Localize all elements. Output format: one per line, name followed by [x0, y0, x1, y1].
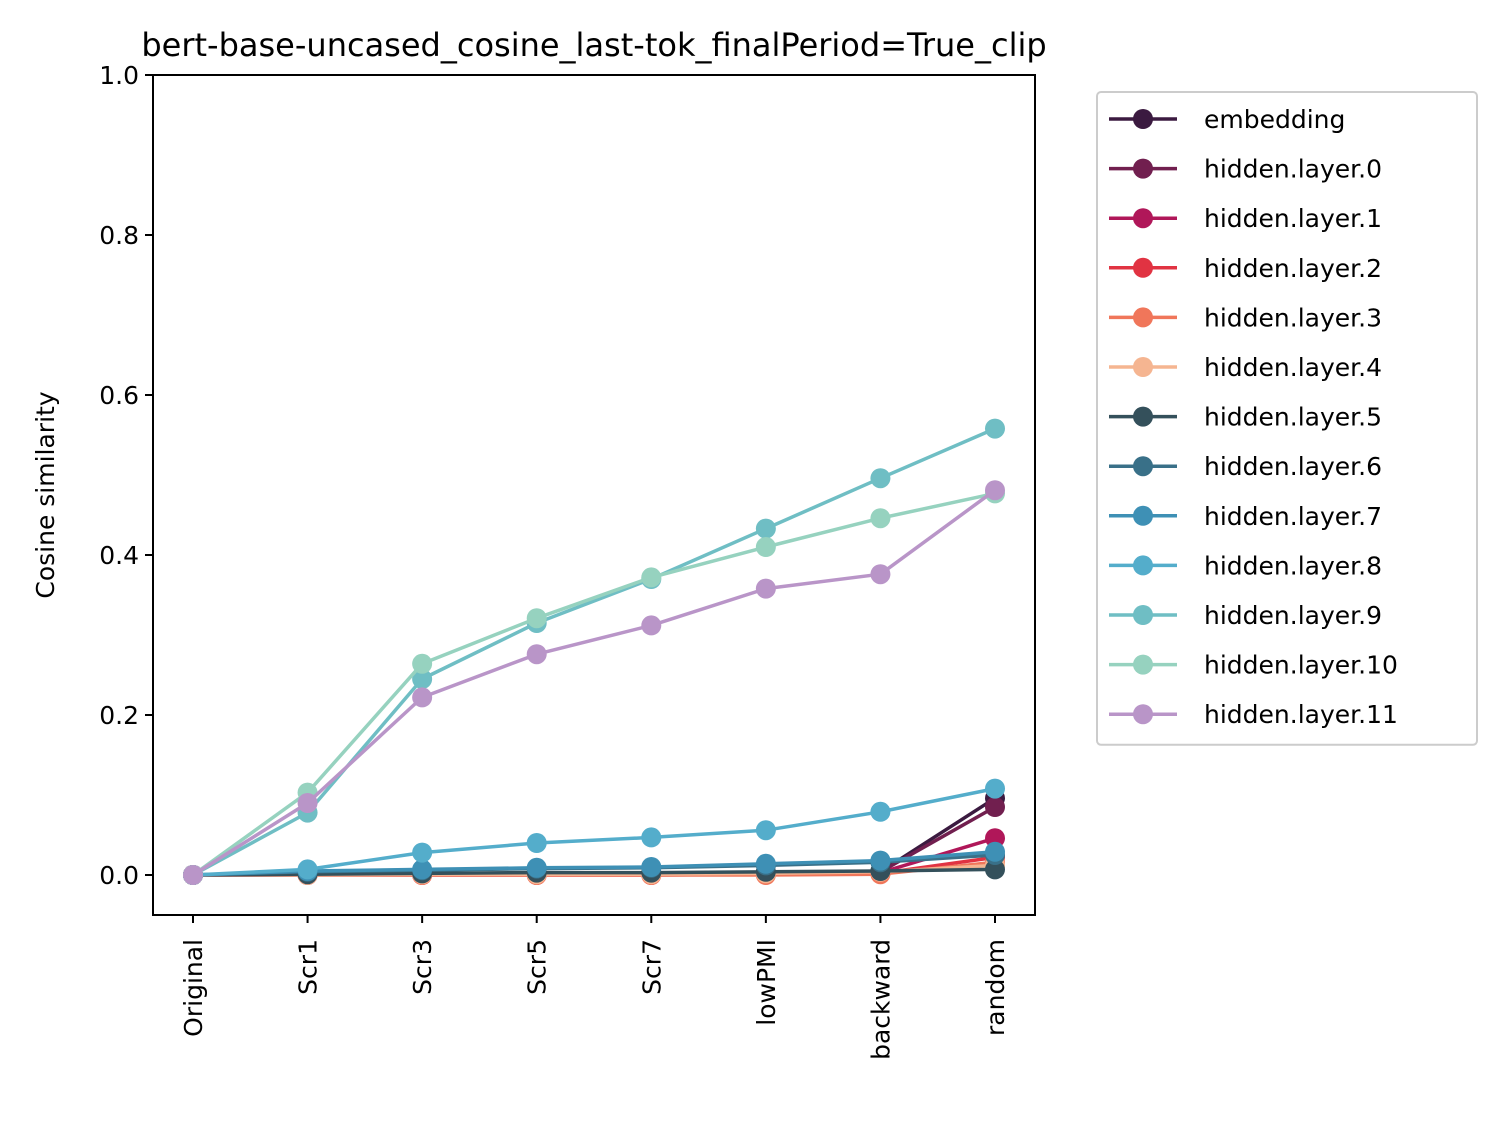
legend-label: hidden.layer.8	[1204, 551, 1382, 580]
data-point	[297, 859, 318, 880]
legend-swatch-marker	[1133, 109, 1153, 129]
data-point	[870, 564, 891, 585]
legend-swatch-marker	[1133, 158, 1153, 179]
legend-frame	[1096, 91, 1478, 746]
series-line	[192, 867, 996, 877]
series-line	[191, 491, 996, 877]
legend-label: embedding	[1204, 105, 1345, 134]
data-point	[412, 859, 433, 880]
x-tick-label: random	[981, 939, 1010, 1036]
legend-label: hidden.layer.3	[1204, 303, 1382, 332]
legend-swatch-marker	[1133, 208, 1153, 229]
legend-label: hidden.layer.7	[1204, 502, 1382, 531]
data-point	[412, 669, 433, 689]
legend-label: hidden.layer.5	[1204, 403, 1382, 432]
legend-label: hidden.layer.11	[1204, 700, 1398, 729]
legend-swatch-marker	[1133, 456, 1153, 477]
data-point	[755, 537, 776, 557]
legend-swatch-marker	[1133, 406, 1153, 427]
x-tick-label: backward	[866, 939, 895, 1060]
data-point	[985, 418, 1005, 439]
legend-label: hidden.layer.4	[1204, 353, 1382, 382]
x-tick-label: Scr1	[294, 939, 323, 995]
y-tick-label: 0.2	[99, 701, 139, 730]
chart-title: bert-base-uncased_cosine_last-tok_finalP…	[141, 26, 1046, 64]
legend-label: hidden.layer.9	[1204, 601, 1382, 630]
legend-label: hidden.layer.0	[1204, 155, 1382, 184]
legend: embedding hidden.layer.0 hidden.layer.1 hid…	[1096, 91, 1478, 746]
legend-swatch-marker	[1133, 505, 1153, 526]
data-point	[297, 793, 318, 813]
data-point	[985, 841, 1005, 862]
data-point	[526, 644, 547, 665]
legend-swatch-marker	[1133, 555, 1153, 576]
data-point	[985, 778, 1005, 799]
data-point	[870, 468, 891, 489]
data-point	[641, 827, 662, 848]
legend-swatch-marker	[1133, 257, 1153, 278]
data-point	[870, 850, 891, 871]
x-tick-label: Scr5	[523, 939, 552, 995]
data-point	[412, 687, 433, 708]
data-point	[183, 865, 203, 885]
y-tick-label: 0.6	[99, 381, 139, 410]
data-point	[755, 853, 776, 874]
y-tick-label: 1.0	[99, 61, 139, 90]
y-tick-label: 0.8	[99, 221, 139, 250]
data-point	[755, 518, 776, 539]
data-point	[526, 833, 547, 853]
data-point	[755, 820, 776, 841]
legend-swatch-marker	[1133, 357, 1153, 377]
x-tick-label: Scr7	[637, 939, 666, 995]
plot-area: 0.0 0.2 0.4 0.6 0.8 1.0 Original Scr1 Scr3 Scr5 Sc…	[99, 61, 1036, 1060]
data-point	[985, 859, 1005, 880]
legend-swatch-marker	[1133, 654, 1153, 675]
data-point	[755, 578, 776, 599]
y-tick-label: 0.0	[99, 861, 139, 890]
series-line	[192, 850, 996, 877]
data-point	[641, 567, 662, 588]
data-point	[412, 653, 433, 674]
legend-label: hidden.layer.2	[1204, 254, 1382, 283]
legend-swatch-marker	[1133, 307, 1153, 328]
series-line	[192, 488, 997, 877]
legend-swatch-marker	[1133, 704, 1153, 725]
legend-label: hidden.layer.10	[1204, 651, 1398, 680]
data-point	[526, 608, 547, 629]
x-tick-label: lowPMI	[752, 939, 781, 1026]
legend-label: hidden.layer.6	[1204, 452, 1382, 481]
data-point	[985, 797, 1005, 817]
x-tick-label: Scr3	[408, 939, 437, 995]
x-tick-label: Original	[179, 939, 208, 1037]
data-point	[985, 480, 1005, 501]
data-point	[870, 801, 891, 822]
legend-swatch-marker	[1133, 605, 1153, 625]
data-point	[641, 857, 662, 877]
legend-label: hidden.layer.1	[1204, 204, 1382, 233]
series-line	[192, 426, 996, 877]
data-point	[526, 857, 547, 878]
data-point	[870, 508, 891, 529]
plot-frame	[152, 74, 1036, 916]
y-tick-label: 0.4	[99, 541, 139, 570]
data-point	[641, 615, 662, 636]
data-point	[412, 842, 433, 863]
y-axis-label: Cosine similarity	[31, 391, 60, 598]
series-line	[192, 786, 996, 877]
